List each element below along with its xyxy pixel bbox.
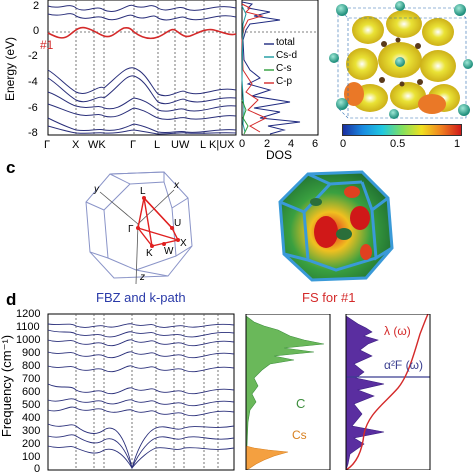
freq-tick-600: 600 <box>22 386 41 398</box>
fermi-surface-image <box>278 170 394 282</box>
dos-plot <box>241 0 319 136</box>
freq-tick-1100: 1100 <box>16 321 40 333</box>
freq-tick-100: 100 <box>22 451 41 463</box>
freq-tick-700: 700 <box>22 373 41 385</box>
freq-tick-400: 400 <box>22 412 41 424</box>
kpoint-k: K <box>146 248 153 259</box>
xtick-l-2: L <box>200 139 207 151</box>
freq-tick-800: 800 <box>22 360 41 372</box>
eliashberg-plot <box>345 314 431 470</box>
kpoint-gamma: Γ <box>128 224 134 235</box>
xtick-kux: K|UX <box>209 139 235 151</box>
kpoint-w: W <box>164 246 174 257</box>
colorbar-tick-0: 0 <box>340 138 347 150</box>
eliashberg-panel: λ (ω) α²F (ω) <box>344 314 432 470</box>
crystal-structure-panel: 0 0.5 1 <box>328 0 474 160</box>
ytick-m4: -4 <box>28 76 38 88</box>
caption-fs: FS for #1 <box>302 290 356 305</box>
band-structure-panel: Energy (eV) 2 0 -2 -4 -6 -8 <box>0 0 240 160</box>
fermi-surface-panel: FS for #1 <box>256 162 416 310</box>
axis-y: y <box>94 184 99 195</box>
dos-panel: total Cs-d C-s C-p 0 2 4 6 DOS <box>239 0 322 162</box>
band-label-1: #1 <box>40 38 54 52</box>
ytick-m2: -2 <box>28 50 38 62</box>
phonon-dos-panel: C Cs <box>244 314 332 470</box>
colorbar-tick-1: 1 <box>454 138 461 150</box>
axis-z: z <box>140 272 145 283</box>
freq-tick-1000: 1000 <box>16 334 41 346</box>
kpoint-x: X <box>180 238 187 249</box>
ytick-0: 0 <box>33 25 40 37</box>
freq-tick-300: 300 <box>22 425 41 437</box>
caption-fbz: FBZ and k-path <box>96 290 186 305</box>
panel-label-c: c <box>6 158 16 177</box>
label-a2f: α²F (ω) <box>384 358 423 372</box>
legend-c-s: C-s <box>276 63 292 74</box>
dos-label-c: C <box>296 396 306 411</box>
colorbar <box>342 124 462 136</box>
freq-tick-200: 200 <box>22 438 41 450</box>
ytick-m8: -8 <box>28 127 38 139</box>
dos-xtick-6: 6 <box>312 138 319 150</box>
dos-xtick-2: 2 <box>264 138 271 150</box>
freq-tick-1200: 1200 <box>16 308 41 320</box>
xtick-wk: WK <box>88 139 106 151</box>
dos-xtick-4: 4 <box>288 138 295 150</box>
xtick-uw: UW <box>171 139 190 151</box>
legend-total: total <box>276 37 295 48</box>
band-plot <box>47 0 237 136</box>
legend-cs-d: Cs-d <box>276 50 298 61</box>
legend-c-p: C-p <box>276 76 293 87</box>
colorbar-tick-05: 0.5 <box>390 138 406 150</box>
xtick-gamma-2: Γ <box>130 139 137 151</box>
kpoint-l: L <box>140 186 146 197</box>
axis-x: x <box>174 180 179 191</box>
crystal-image <box>328 0 474 122</box>
label-lambda: λ (ω) <box>384 324 411 338</box>
freq-tick-0: 0 <box>34 463 41 475</box>
freq-tick-500: 500 <box>22 399 41 411</box>
fbz-panel: x y z L U Γ X K W FBZ and k-path <box>60 162 220 310</box>
xtick-gamma-1: Γ <box>44 139 51 151</box>
fbz-polyhedron <box>85 171 193 285</box>
ytick-m6: -6 <box>28 102 38 114</box>
ytick-2: 2 <box>33 0 40 12</box>
kpoint-u: U <box>174 218 182 229</box>
xtick-l-1: L <box>154 139 161 151</box>
phonon-dos-plot <box>245 314 331 470</box>
xtick-x: X <box>72 139 80 151</box>
dos-xtick-0: 0 <box>239 138 246 150</box>
panel-label-d: d <box>6 290 17 309</box>
dos-label-cs: Cs <box>292 428 307 442</box>
dos-xlabel: DOS <box>266 148 293 162</box>
freq-tick-900: 900 <box>22 347 41 359</box>
